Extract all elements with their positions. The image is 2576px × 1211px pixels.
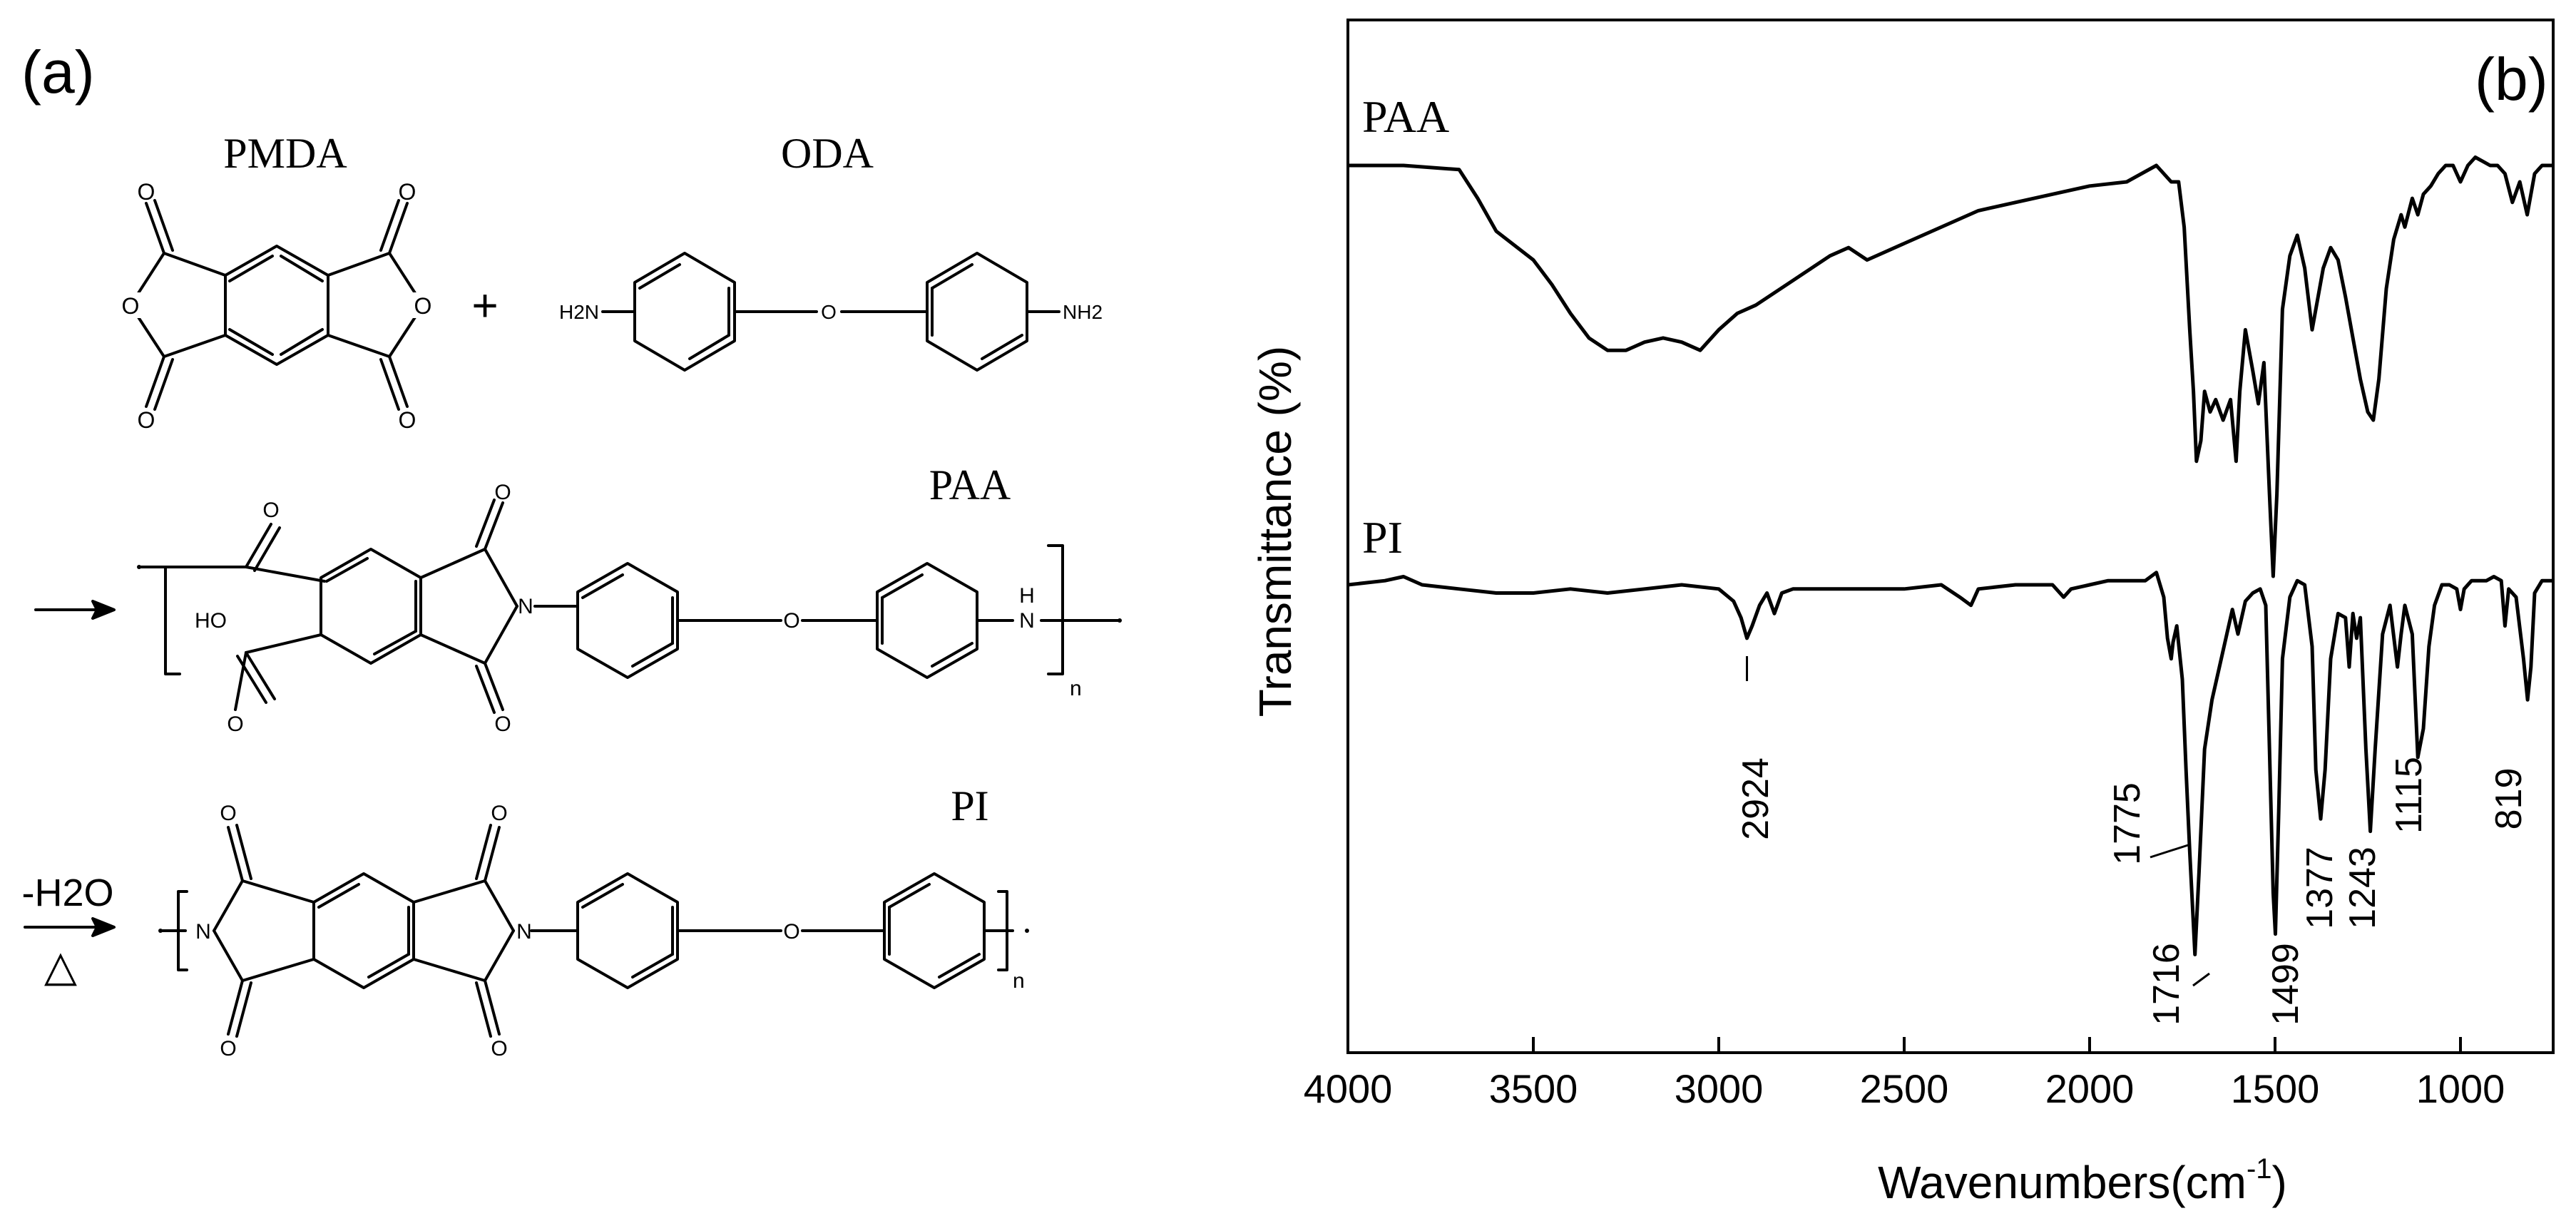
peak-annotation-2924: 2924 (1735, 757, 1777, 840)
plot-frame (1346, 19, 2555, 1054)
pi-atom: N (516, 920, 532, 944)
pi-atom: O (220, 802, 236, 825)
x-tick-label: 3500 (1489, 1066, 1578, 1111)
peak-annotation-1115: 1115 (2388, 757, 2430, 834)
panel-b-label: (b) (2475, 46, 2548, 113)
ftir-chart: (b) PAA PI Transmittance (%) Wavenumbers… (1249, 19, 2555, 1208)
peak-annotation-1377: 1377 (2299, 847, 2341, 929)
x-axis-label: Wavenumbers(cm-1) (1878, 1153, 2287, 1208)
reaction-arrow-2-head (91, 917, 116, 937)
panel-a-label: (a) (21, 39, 95, 106)
panel-a-scheme: (a) PMDA (21, 39, 1122, 1061)
x-axis-label-main: Wavenumbers(cm (1878, 1157, 2247, 1208)
paa-atom: N (518, 595, 533, 618)
paa-atom: O (227, 712, 243, 736)
oda-label: ODA (781, 130, 874, 177)
pi-atom: O (220, 1037, 236, 1061)
x-tick-label: 1000 (2416, 1066, 2505, 1111)
series-layer (1347, 155, 2553, 956)
oda-amine-left: H2N (559, 301, 599, 323)
pi-atom: O (491, 1037, 507, 1061)
paa-structure (137, 499, 1122, 714)
peak-annotation-1775: 1775 (2107, 782, 2148, 865)
x-tick-label: 3000 (1675, 1066, 1764, 1111)
pi-atom: N (195, 920, 211, 944)
pi-structure (158, 824, 1029, 1038)
peak-annotation-819: 819 (2488, 768, 2530, 830)
x-tick-label: 2500 (1860, 1066, 1949, 1111)
oda-structure (601, 252, 1060, 372)
pi-structure-label: PI (951, 782, 988, 829)
series-line-paa (1348, 155, 2553, 578)
peak-annotation-1499: 1499 (2265, 943, 2306, 1026)
x-axis-ticks: 4000 3500 3000 2500 2000 1500 1000 (1304, 1037, 2505, 1111)
pi-atom: O (491, 802, 507, 825)
paa-atom: O (262, 499, 279, 522)
pmda-atom: O (414, 293, 432, 319)
paa-atom: N (1019, 609, 1035, 633)
peak-annotation-1243: 1243 (2342, 847, 2383, 929)
y-axis-label: Transmittance (%) (1249, 346, 1301, 717)
reaction-arrow-1-head (91, 600, 116, 620)
oda-atom: O (821, 301, 837, 323)
series-label-paa: PAA (1362, 91, 1449, 142)
paa-atom: O (783, 609, 799, 633)
x-tick-label: 2000 (2045, 1066, 2135, 1111)
pmda-atom: O (138, 407, 155, 433)
pi-repeat-n: n (1013, 969, 1025, 993)
series-label-pi: PI (1362, 512, 1403, 563)
paa-structure-label: PAA (929, 461, 1011, 509)
paa-atom: O (494, 481, 511, 504)
x-tick-label: 1500 (2231, 1066, 2320, 1111)
pmda-label: PMDA (223, 130, 347, 177)
peak-annotation-1716: 1716 (2146, 943, 2187, 1026)
pmda-atom: O (138, 179, 155, 205)
paa-atom: O (494, 712, 511, 736)
plus-sign: + (471, 280, 498, 331)
pmda-atom: O (399, 407, 416, 433)
oda-amine-right: NH2 (1063, 301, 1103, 323)
heat-symbol: △ (44, 942, 77, 990)
paa-repeat-n: n (1070, 677, 1082, 700)
paa-hydroxyl: HO (195, 609, 227, 633)
pmda-structure (129, 199, 424, 411)
dehydration-condition: -H2O (21, 872, 113, 914)
series-line-pi (1347, 571, 2553, 956)
x-axis-label-sup: -1 (2247, 1153, 2272, 1185)
x-axis-label-close: ) (2272, 1157, 2287, 1208)
x-tick-label: 4000 (1304, 1066, 1393, 1111)
annotation-leader-1716 (2192, 972, 2210, 987)
pmda-atom: O (399, 179, 416, 205)
pmda-atom: O (122, 293, 140, 319)
pi-atom: O (783, 920, 799, 944)
paa-amide-hydrogen: H (1019, 584, 1035, 608)
annotation-leader-1775 (2150, 844, 2189, 859)
